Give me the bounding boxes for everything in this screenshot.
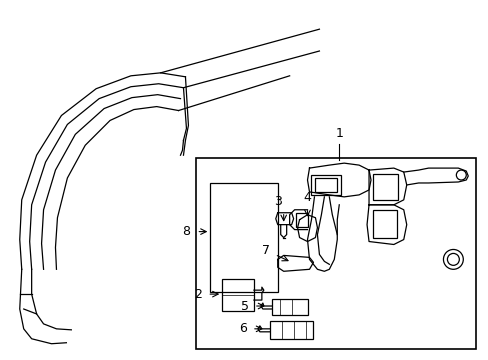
Text: 5: 5 bbox=[241, 300, 248, 312]
Bar bbox=[315, 178, 337, 192]
Bar bbox=[210, 183, 277, 292]
Bar bbox=[196, 158, 475, 349]
Bar bbox=[372, 174, 397, 200]
Text: 4: 4 bbox=[303, 191, 311, 204]
Text: 2: 2 bbox=[194, 288, 202, 301]
Text: 7: 7 bbox=[261, 244, 269, 257]
Text: 6: 6 bbox=[239, 322, 246, 336]
Text: 1: 1 bbox=[335, 127, 343, 140]
Bar bbox=[269, 321, 313, 339]
Text: 8: 8 bbox=[182, 225, 190, 238]
Bar bbox=[271, 299, 307, 315]
Bar bbox=[311, 175, 341, 195]
Bar bbox=[295, 213, 307, 227]
Text: 3: 3 bbox=[273, 195, 281, 208]
Bar bbox=[372, 210, 396, 238]
Bar bbox=[222, 279, 253, 311]
